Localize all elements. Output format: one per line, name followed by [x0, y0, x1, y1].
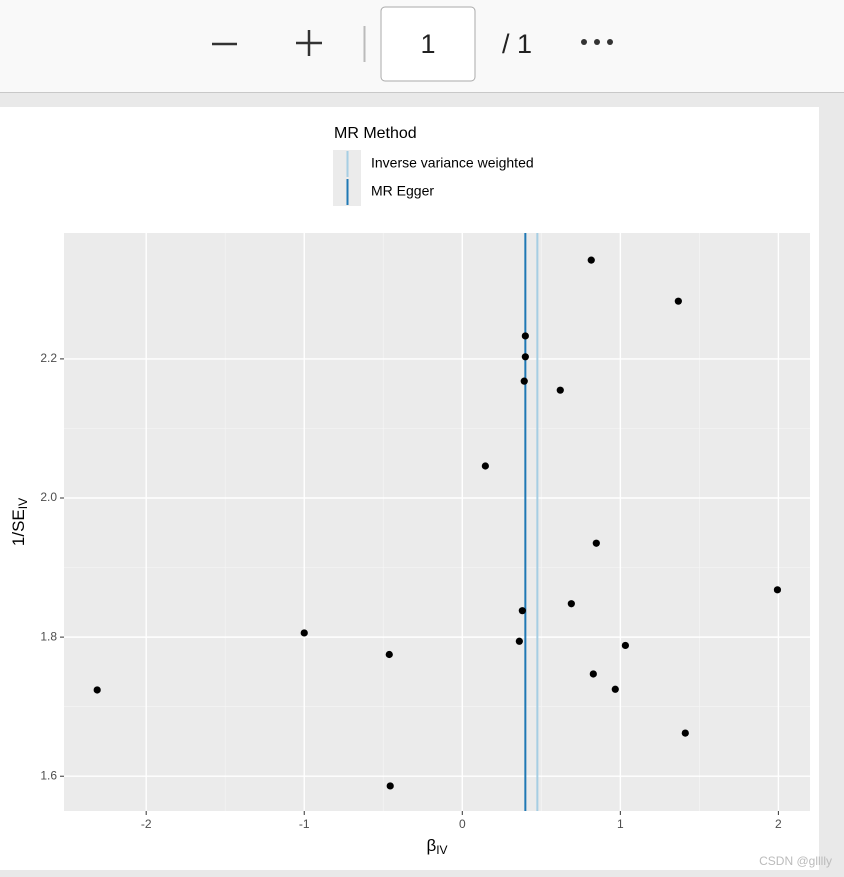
y-tick-label: 1.6: [40, 768, 57, 782]
y-label-sub: IV: [16, 498, 30, 509]
legend-label: MR Egger: [371, 183, 434, 199]
point: [300, 629, 308, 637]
x-axis-label: βIV: [426, 836, 447, 857]
point: [518, 607, 526, 615]
legend-title: MR Method: [334, 125, 417, 142]
point: [521, 353, 529, 361]
point: [521, 332, 529, 340]
y-tick-label: 1.8: [40, 629, 57, 643]
point: [385, 650, 393, 659]
y-tick-label: 2.0: [40, 490, 57, 504]
page-number: 1: [420, 29, 435, 59]
x-tick-label: -1: [299, 817, 310, 831]
y-label-main: 1/SE: [9, 509, 28, 546]
x-tick-label: 2: [775, 817, 782, 831]
point: [567, 600, 575, 608]
point: [386, 782, 394, 790]
point: [481, 462, 489, 470]
x-label-main: β: [426, 836, 436, 855]
point: [589, 670, 597, 678]
watermark: CSDN @glllly: [759, 854, 832, 868]
point: [587, 256, 595, 264]
point: [611, 685, 619, 693]
point: [515, 637, 523, 645]
point: [556, 386, 564, 394]
point: [773, 586, 782, 594]
page-total: / 1: [502, 29, 532, 59]
zoom-in-button[interactable]: [296, 30, 322, 56]
point: [621, 641, 629, 650]
point: [681, 729, 689, 737]
y-axis-label: 1/SEIV: [9, 498, 30, 546]
chart: -2 -1 0 1 2 1.6 1.8 2.0 2.2 Inverse variance weig…: [40, 150, 810, 831]
point: [520, 377, 528, 385]
point: [674, 297, 682, 305]
x-tick-label: 1: [617, 817, 624, 831]
x-tick-label: -2: [141, 817, 152, 831]
y-tick-label: 2.2: [40, 351, 57, 365]
legend-label: Inverse variance weighted: [371, 155, 534, 171]
point: [592, 539, 600, 547]
more-button[interactable]: [581, 39, 613, 45]
x-label-sub: IV: [436, 843, 447, 857]
page-input[interactable]: [380, 6, 476, 82]
x-tick-label: 0: [459, 817, 466, 831]
plot-panel: [64, 233, 810, 811]
point: [93, 686, 101, 694]
